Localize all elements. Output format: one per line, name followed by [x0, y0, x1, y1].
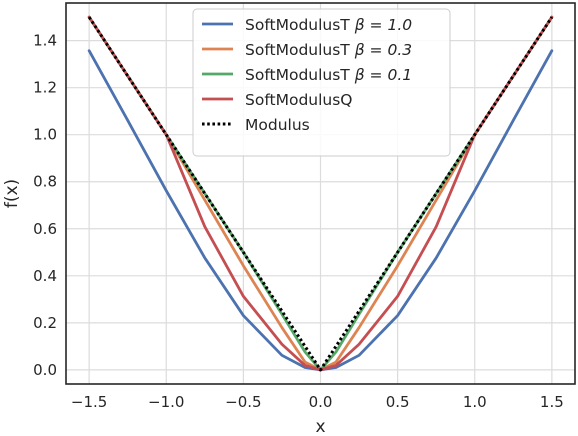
- y-axis-label: f(x): [2, 179, 22, 208]
- legend-label-2: SoftModulusT β = 0.1: [245, 66, 412, 84]
- series-lines: [87, 15, 554, 372]
- y-tick-label: 0.8: [33, 173, 57, 191]
- y-tick-label: 0.4: [33, 267, 57, 285]
- legend-label-text: SoftModulusT: [245, 41, 355, 59]
- y-tick-label: 1.0: [33, 126, 57, 144]
- y-tick-label: 1.4: [33, 32, 57, 50]
- legend-label-0: SoftModulusT β = 1.0: [245, 16, 412, 34]
- x-tick-label: 1.5: [540, 393, 564, 411]
- x-axis-label: x: [315, 417, 325, 436]
- legend-label-text: Modulus: [245, 116, 310, 134]
- x-tick-label: 0.0: [309, 393, 333, 411]
- y-tick-label: 0.0: [33, 361, 57, 379]
- x-tick-label: 0.5: [386, 393, 410, 411]
- x-tick-label: −1.5: [71, 393, 107, 411]
- x-tick-label: 1.0: [463, 393, 487, 411]
- plot-frame: [65, 2, 576, 385]
- y-tick-label: 0.2: [33, 314, 57, 332]
- series-line-4: [87, 16, 554, 372]
- legend-label-text: SoftModulusQ: [245, 91, 353, 109]
- y-tick-label: 1.2: [33, 79, 57, 97]
- legend-label-4: Modulus: [245, 116, 310, 134]
- legend-label-math: β = 1.0: [354, 16, 413, 34]
- legend-label-text: SoftModulusT: [245, 16, 355, 34]
- legend-label-1: SoftModulusT β = 0.3: [245, 41, 412, 59]
- legend-label-math: β = 0.1: [354, 66, 412, 84]
- y-tick-labels: 0.0 0.2 0.4 0.6 0.8 1.0 1.2 1.4: [33, 32, 57, 379]
- legend-label-math: β = 0.3: [354, 41, 412, 59]
- legend-label-3: SoftModulusQ: [245, 91, 353, 109]
- legend-label-text: SoftModulusT: [245, 66, 355, 84]
- x-tick-label: −0.5: [225, 393, 261, 411]
- x-tick-labels: −1.5 −1.0 −0.5 0.0 0.5 1.0 1.5: [71, 393, 564, 411]
- legend-box: [192, 8, 451, 157]
- y-tick-label: 0.6: [33, 220, 57, 238]
- x-tick-label: −1.0: [148, 393, 184, 411]
